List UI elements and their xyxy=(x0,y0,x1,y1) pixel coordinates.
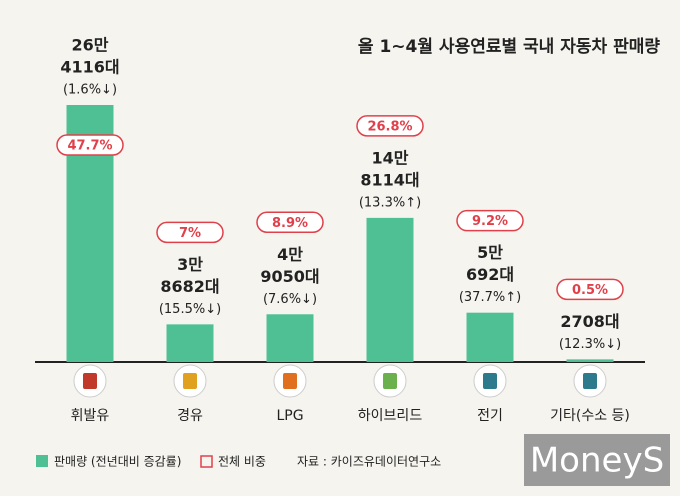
bar xyxy=(466,312,514,362)
value-label: 4만 xyxy=(277,245,303,264)
fuel-icon xyxy=(83,373,97,389)
change-label: (7.6%↓) xyxy=(263,292,317,307)
share-label: 47.7% xyxy=(67,139,112,154)
chart-title: 올 1~4월 사용연료별 국내 자동차 판매량 xyxy=(358,37,660,57)
share-box xyxy=(56,134,124,156)
value-label: 8682대 xyxy=(160,277,219,296)
share-box xyxy=(456,209,524,232)
fuel-icon xyxy=(283,373,297,389)
logo: MoneyS xyxy=(530,441,664,481)
share-label: 0.5% xyxy=(572,283,608,298)
value-label: 9050대 xyxy=(260,267,319,286)
share-label: 26.8% xyxy=(367,119,412,134)
bar xyxy=(166,324,214,362)
x-tick-label: LPG xyxy=(276,408,303,424)
legend-swatch xyxy=(36,455,48,467)
value-label: 2708대 xyxy=(560,312,619,331)
value-label: 14만 xyxy=(372,148,409,167)
legend-swatch xyxy=(200,455,213,468)
value-label: 692대 xyxy=(466,265,514,284)
value-label: 8114대 xyxy=(360,170,419,189)
value-label: 3만 xyxy=(177,255,203,274)
legend-label: 전체 비중 xyxy=(218,455,266,469)
share-box xyxy=(356,115,424,137)
change-label: (12.3%↓) xyxy=(559,337,621,352)
value-label: 5만 xyxy=(477,243,503,262)
change-label: (13.3%↑) xyxy=(359,195,421,210)
share-label: 8.9% xyxy=(272,216,308,231)
fuel-icon xyxy=(483,373,497,389)
bar xyxy=(366,217,414,362)
fuel-icon xyxy=(383,373,397,389)
x-tick-label: 전기 xyxy=(477,408,503,424)
x-tick-label: 하이브리드 xyxy=(358,408,423,424)
logo-box xyxy=(524,434,670,486)
x-tick-label: 기타(수소 등) xyxy=(550,408,630,424)
x-tick-label: 경유 xyxy=(177,408,203,424)
fuel-icon xyxy=(183,373,197,389)
value-label: 26만 xyxy=(72,36,109,55)
bar xyxy=(266,314,314,362)
share-label: 9.2% xyxy=(472,214,508,229)
legend-label: 판매량 (전년대비 증감률) xyxy=(54,455,181,469)
change-label: (15.5%↓) xyxy=(159,302,221,317)
x-tick-label: 휘발유 xyxy=(71,408,110,424)
fuel-icon xyxy=(583,373,597,389)
change-label: (1.6%↓) xyxy=(63,83,117,98)
share-box xyxy=(256,211,324,234)
change-label: (37.7%↑) xyxy=(459,290,521,305)
share-label: 7% xyxy=(179,226,201,241)
bar xyxy=(566,359,614,362)
value-label: 4116대 xyxy=(60,58,119,77)
share-box xyxy=(156,221,224,244)
share-box xyxy=(556,278,624,301)
source: 자료 : 카이즈유데이터연구소 xyxy=(297,455,441,469)
